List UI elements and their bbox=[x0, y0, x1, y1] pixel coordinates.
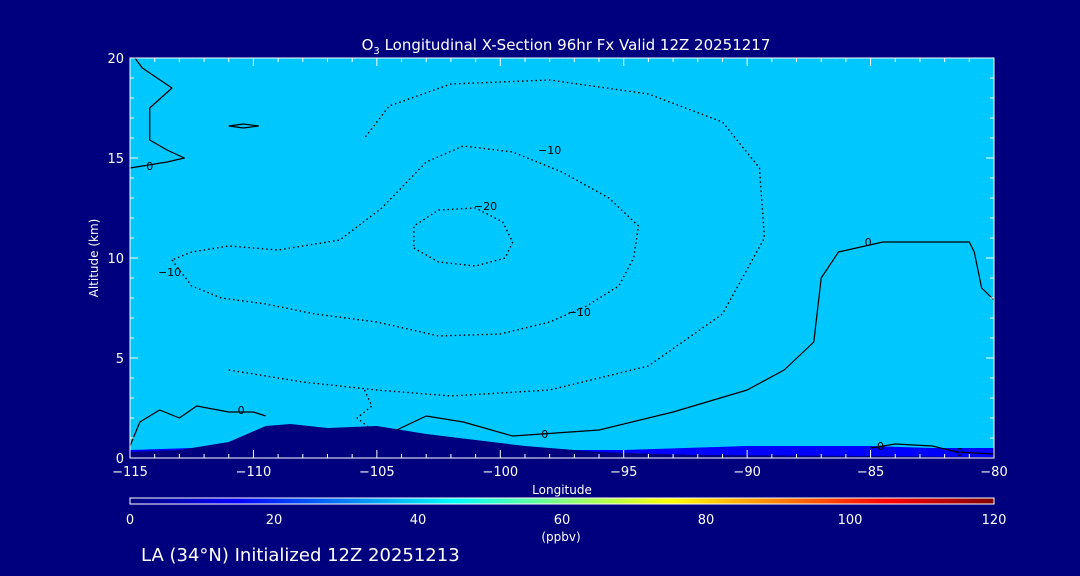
plot-clip-group: 0 0 0 0 0 0 −10 −10 −10 −20 bbox=[130, 58, 994, 459]
colorbar-unit-label: (ppbv) bbox=[541, 530, 580, 544]
y-tick-label-3: 15 bbox=[107, 152, 124, 167]
x-tick-label-2: −105 bbox=[359, 465, 395, 480]
colorbar-strip bbox=[129, 497, 995, 505]
contour-label-2: 0 bbox=[541, 428, 548, 441]
colorbar-tick-label-2: 40 bbox=[410, 513, 427, 528]
colorbar-tick-label-0: 0 bbox=[126, 513, 134, 528]
colorbar-tick-label-6: 120 bbox=[982, 513, 1007, 528]
colorbar-tick-label-1: 20 bbox=[266, 513, 283, 528]
contour-label-6: −10 bbox=[158, 266, 181, 279]
colorbar-tick-label-4: 80 bbox=[698, 513, 715, 528]
contour-label-7: −10 bbox=[538, 144, 561, 157]
colorbar-tick-label-3: 60 bbox=[554, 513, 571, 528]
y-tick-label-1: 5 bbox=[116, 352, 124, 367]
x-tick-label-3: −100 bbox=[482, 465, 518, 480]
x-tick-label-4: −95 bbox=[610, 465, 637, 480]
contour-label-1: 0 bbox=[238, 404, 245, 417]
x-tick-label-1: −110 bbox=[236, 465, 272, 480]
x-tick-label-0: −115 bbox=[112, 465, 148, 480]
colorbar-tick-label-5: 100 bbox=[838, 513, 863, 528]
y-axis-label: Altitude (km) bbox=[87, 219, 101, 298]
contour-label-4: 0 bbox=[877, 440, 884, 453]
contour-line-3 bbox=[870, 443, 994, 455]
contour-line-5 bbox=[171, 145, 640, 337]
x-tick-label-6: −85 bbox=[857, 465, 884, 480]
chart-title: O3 Longitudinal X-Section 96hr Fx Valid … bbox=[362, 36, 771, 57]
contour-label-9: −20 bbox=[474, 200, 497, 213]
x-tick-label-5: −90 bbox=[733, 465, 760, 480]
x-axis-label: Longitude bbox=[532, 483, 592, 497]
x-tick-label-7: −80 bbox=[980, 465, 1007, 480]
footer-init-info: LA (34°N) Initialized 12Z 20251213 bbox=[141, 545, 460, 566]
colorbar: 0 20 40 60 80 100 120 bbox=[126, 497, 1007, 528]
terrain bbox=[130, 424, 994, 458]
y-tick-label-0: 0 bbox=[116, 452, 124, 467]
contour-line-8 bbox=[356, 389, 373, 429]
contour-label-3: 0 bbox=[865, 236, 872, 249]
contour-label-5: 0 bbox=[956, 446, 963, 459]
contour-label-8: −10 bbox=[568, 306, 591, 319]
contour-line-2 bbox=[130, 405, 266, 447]
plot-area: 0 0 0 0 0 0 −10 −10 −10 −20 bbox=[130, 58, 994, 459]
y-tick-label-4: 20 bbox=[107, 52, 124, 67]
ozone-band-45 bbox=[130, 58, 994, 450]
contour-line-0 bbox=[130, 58, 185, 169]
y-tick-label-2: 10 bbox=[107, 252, 124, 267]
contour-line-1 bbox=[396, 241, 994, 437]
contour-line-4 bbox=[228, 123, 259, 129]
contour-label-0: 0 bbox=[146, 160, 153, 173]
